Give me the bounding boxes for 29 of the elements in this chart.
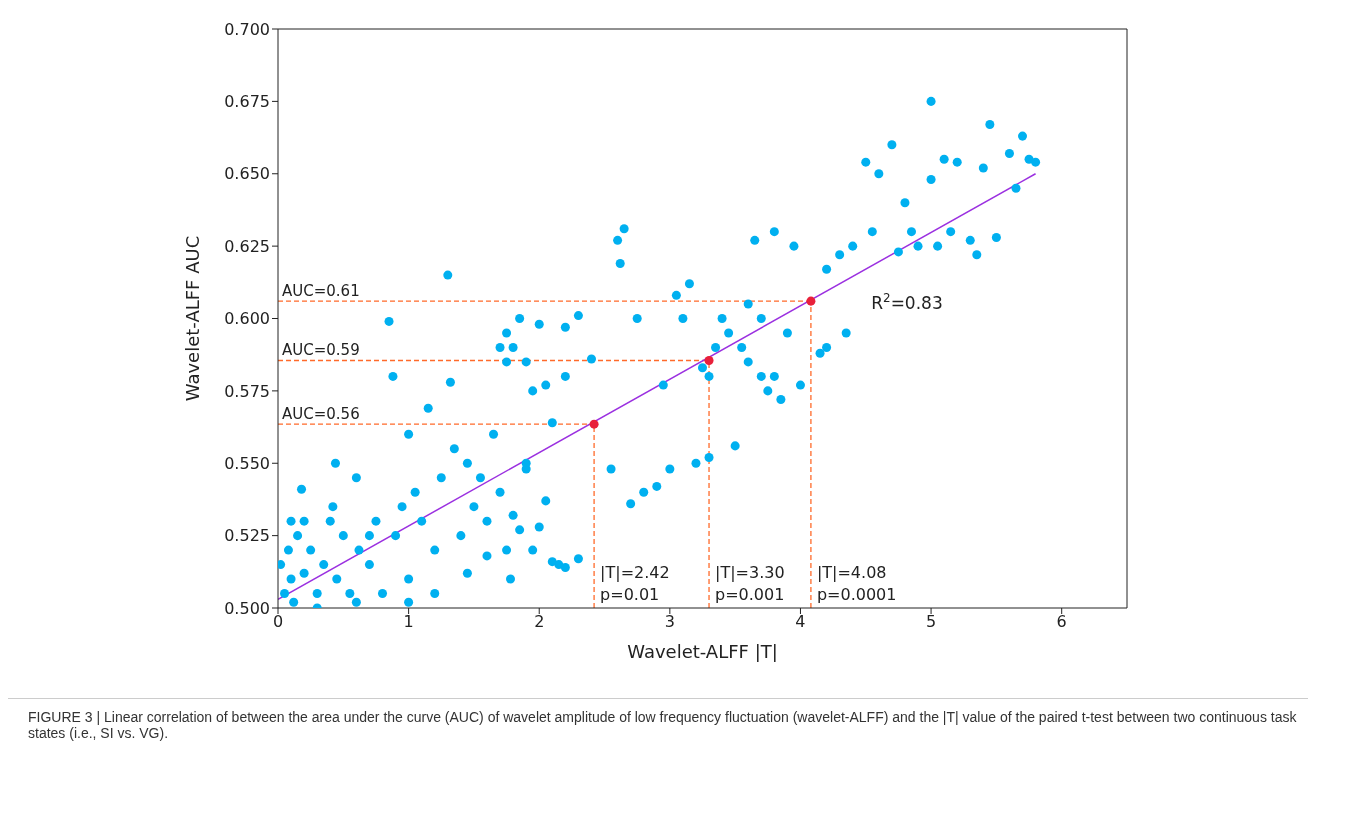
caption: FIGURE 3 | Linear correlation of between the area under the curve (AUC) of wavelet amplitude of low frequency fluctuation (wavelet-ALFF) and the |T| value of the paired t-test between two continuous task states (i.e., SI vs. VG). (8, 698, 1308, 741)
ref-line-label: AUC=0.56 (282, 405, 360, 424)
ref-line-label: |T|=2.42 p=0.01 (600, 563, 670, 604)
annotation: R$^{2}$=0.83 (871, 290, 943, 313)
y-tick-label: 0.525 (224, 526, 270, 546)
point (704, 355, 714, 365)
x-tick-label: 3 (664, 612, 675, 632)
y-tick-label: 0.500 (224, 598, 270, 618)
ref-line-label: AUC=0.59 (282, 341, 360, 360)
ref-line-label: |T|=4.08 p=0.0001 (816, 563, 897, 604)
x-tick-label: 0 (272, 612, 284, 632)
x-tick-label: 1 (403, 612, 414, 632)
y-tick-label: 0.625 (224, 236, 270, 256)
ref-line-label: |T|=3.30 p=0.001 (715, 563, 785, 604)
ref-line-label: AUC=0.61 (282, 282, 360, 301)
x-tick-label: 4 (795, 612, 806, 632)
y-axis-title: Wavelet-ALFF AUC (182, 235, 204, 402)
y-tick-label: 0.575 (224, 381, 270, 401)
y-tick-label: 0.675 (224, 92, 270, 112)
x-tick-label: 2 (534, 612, 545, 632)
x-tick-label: 6 (1056, 612, 1067, 632)
y-tick-label: 0.550 (224, 453, 270, 473)
point (589, 419, 599, 429)
x-tick-label: 5 (925, 612, 937, 632)
y-tick-label: 0.700 (224, 19, 270, 39)
x-axis-title: Wavelet-ALFF |T| (627, 641, 778, 662)
y-tick-label: 0.650 (224, 164, 270, 184)
point (806, 296, 816, 306)
y-tick-label: 0.600 (224, 309, 270, 329)
